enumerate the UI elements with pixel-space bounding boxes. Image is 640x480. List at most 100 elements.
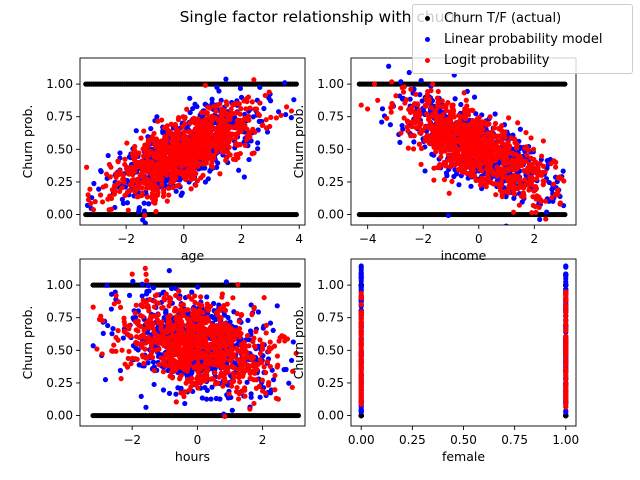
scatter-point bbox=[434, 138, 440, 144]
y-tick-label: 0.50 bbox=[46, 142, 73, 156]
scatter-point bbox=[229, 407, 235, 413]
scatter-point bbox=[278, 112, 284, 118]
scatter-point bbox=[238, 312, 245, 318]
scatter-point bbox=[124, 164, 130, 170]
scatter-point bbox=[196, 302, 202, 308]
scatter-point bbox=[273, 115, 279, 121]
scatter-point bbox=[386, 63, 392, 69]
scatter-point bbox=[237, 379, 243, 385]
scatter-point bbox=[422, 103, 428, 109]
scatter-point bbox=[488, 155, 494, 162]
scatter-point bbox=[464, 164, 470, 170]
scatter-point bbox=[119, 185, 125, 191]
scatter-point bbox=[132, 148, 138, 154]
scatter-point bbox=[205, 176, 211, 182]
y-tick-label: 0.00 bbox=[46, 208, 73, 222]
scatter-point bbox=[375, 97, 381, 103]
scatter-point bbox=[138, 192, 145, 199]
scatter-point bbox=[147, 296, 153, 303]
scatter-point bbox=[388, 105, 394, 111]
scatter-point bbox=[413, 91, 419, 97]
scatter-point bbox=[173, 188, 179, 194]
scatter-point bbox=[538, 153, 545, 159]
scatter-point bbox=[553, 159, 559, 165]
scatter-point bbox=[138, 393, 144, 400]
scatter-point bbox=[454, 130, 460, 136]
scatter-point bbox=[486, 150, 492, 157]
scatter-point bbox=[185, 157, 191, 163]
scatter-point bbox=[125, 207, 131, 213]
scatter-point bbox=[419, 98, 425, 104]
scatter-point bbox=[476, 120, 482, 126]
scatter-point bbox=[207, 168, 213, 174]
scatter-point bbox=[151, 368, 158, 374]
scatter-point bbox=[242, 122, 248, 128]
scatter-point bbox=[411, 133, 417, 139]
scatter-point bbox=[498, 166, 504, 172]
scatter-point bbox=[506, 142, 512, 149]
scatter-point bbox=[259, 341, 266, 347]
scatter-point bbox=[204, 111, 210, 117]
scatter-point bbox=[178, 390, 184, 396]
scatter-point bbox=[409, 124, 415, 130]
scatter-point bbox=[139, 293, 145, 299]
scatter-point bbox=[491, 125, 497, 131]
scatter-point bbox=[182, 114, 188, 120]
scatter-point bbox=[158, 178, 164, 184]
scatter-point bbox=[457, 157, 463, 163]
scatter-point bbox=[228, 383, 235, 389]
scatter-point bbox=[527, 174, 533, 181]
scatter-point bbox=[560, 168, 566, 174]
scatter-point bbox=[462, 106, 468, 112]
scatter-point bbox=[183, 176, 189, 183]
scatter-point bbox=[549, 186, 555, 192]
scatter-point bbox=[117, 367, 124, 374]
scatter-points bbox=[356, 63, 568, 240]
scatter-point bbox=[521, 167, 527, 174]
scatter-point bbox=[175, 117, 182, 123]
scatter-point bbox=[142, 146, 149, 152]
scatter-point bbox=[143, 179, 150, 185]
scatter-point bbox=[221, 107, 227, 114]
scatter-point bbox=[263, 330, 269, 336]
scatter-point bbox=[164, 198, 170, 204]
scatter-point bbox=[144, 194, 150, 200]
scatter-point bbox=[111, 342, 117, 348]
scatter-point bbox=[492, 147, 498, 153]
scatter-point bbox=[102, 377, 109, 383]
scatter-point bbox=[244, 98, 250, 105]
scatter-point bbox=[555, 175, 561, 181]
scatter-point bbox=[195, 284, 201, 290]
scatter-point bbox=[462, 136, 468, 142]
scatter-point bbox=[449, 157, 456, 163]
scatter-point bbox=[186, 142, 192, 149]
scatter-point bbox=[133, 128, 139, 134]
scatter-point bbox=[229, 131, 235, 137]
scatter-point bbox=[547, 235, 552, 240]
scatter-point bbox=[270, 327, 276, 333]
scatter-point bbox=[440, 128, 446, 134]
scatter-point bbox=[213, 108, 219, 114]
scatter-point bbox=[141, 327, 147, 333]
scatter-point bbox=[263, 117, 269, 123]
scatter-point bbox=[161, 144, 167, 150]
scatter-point bbox=[554, 192, 560, 198]
scatter-point bbox=[445, 212, 451, 218]
scatter-point bbox=[528, 135, 534, 141]
scatter-point bbox=[493, 192, 499, 198]
scatter-point bbox=[468, 120, 475, 126]
scatter-point bbox=[443, 105, 449, 112]
scatter-point bbox=[180, 123, 186, 130]
scatter-point bbox=[191, 115, 197, 121]
scatter-point bbox=[434, 164, 440, 171]
scatter-point bbox=[205, 152, 211, 158]
scatter-point bbox=[187, 120, 193, 126]
scatter-point bbox=[115, 299, 122, 305]
scatter-point bbox=[96, 186, 102, 192]
scatter-point bbox=[167, 180, 174, 186]
scatter-point bbox=[156, 362, 162, 368]
y-tick-label: 1.00 bbox=[46, 77, 73, 91]
y-tick-label: 0.75 bbox=[46, 110, 73, 124]
scatter-point bbox=[166, 149, 172, 155]
